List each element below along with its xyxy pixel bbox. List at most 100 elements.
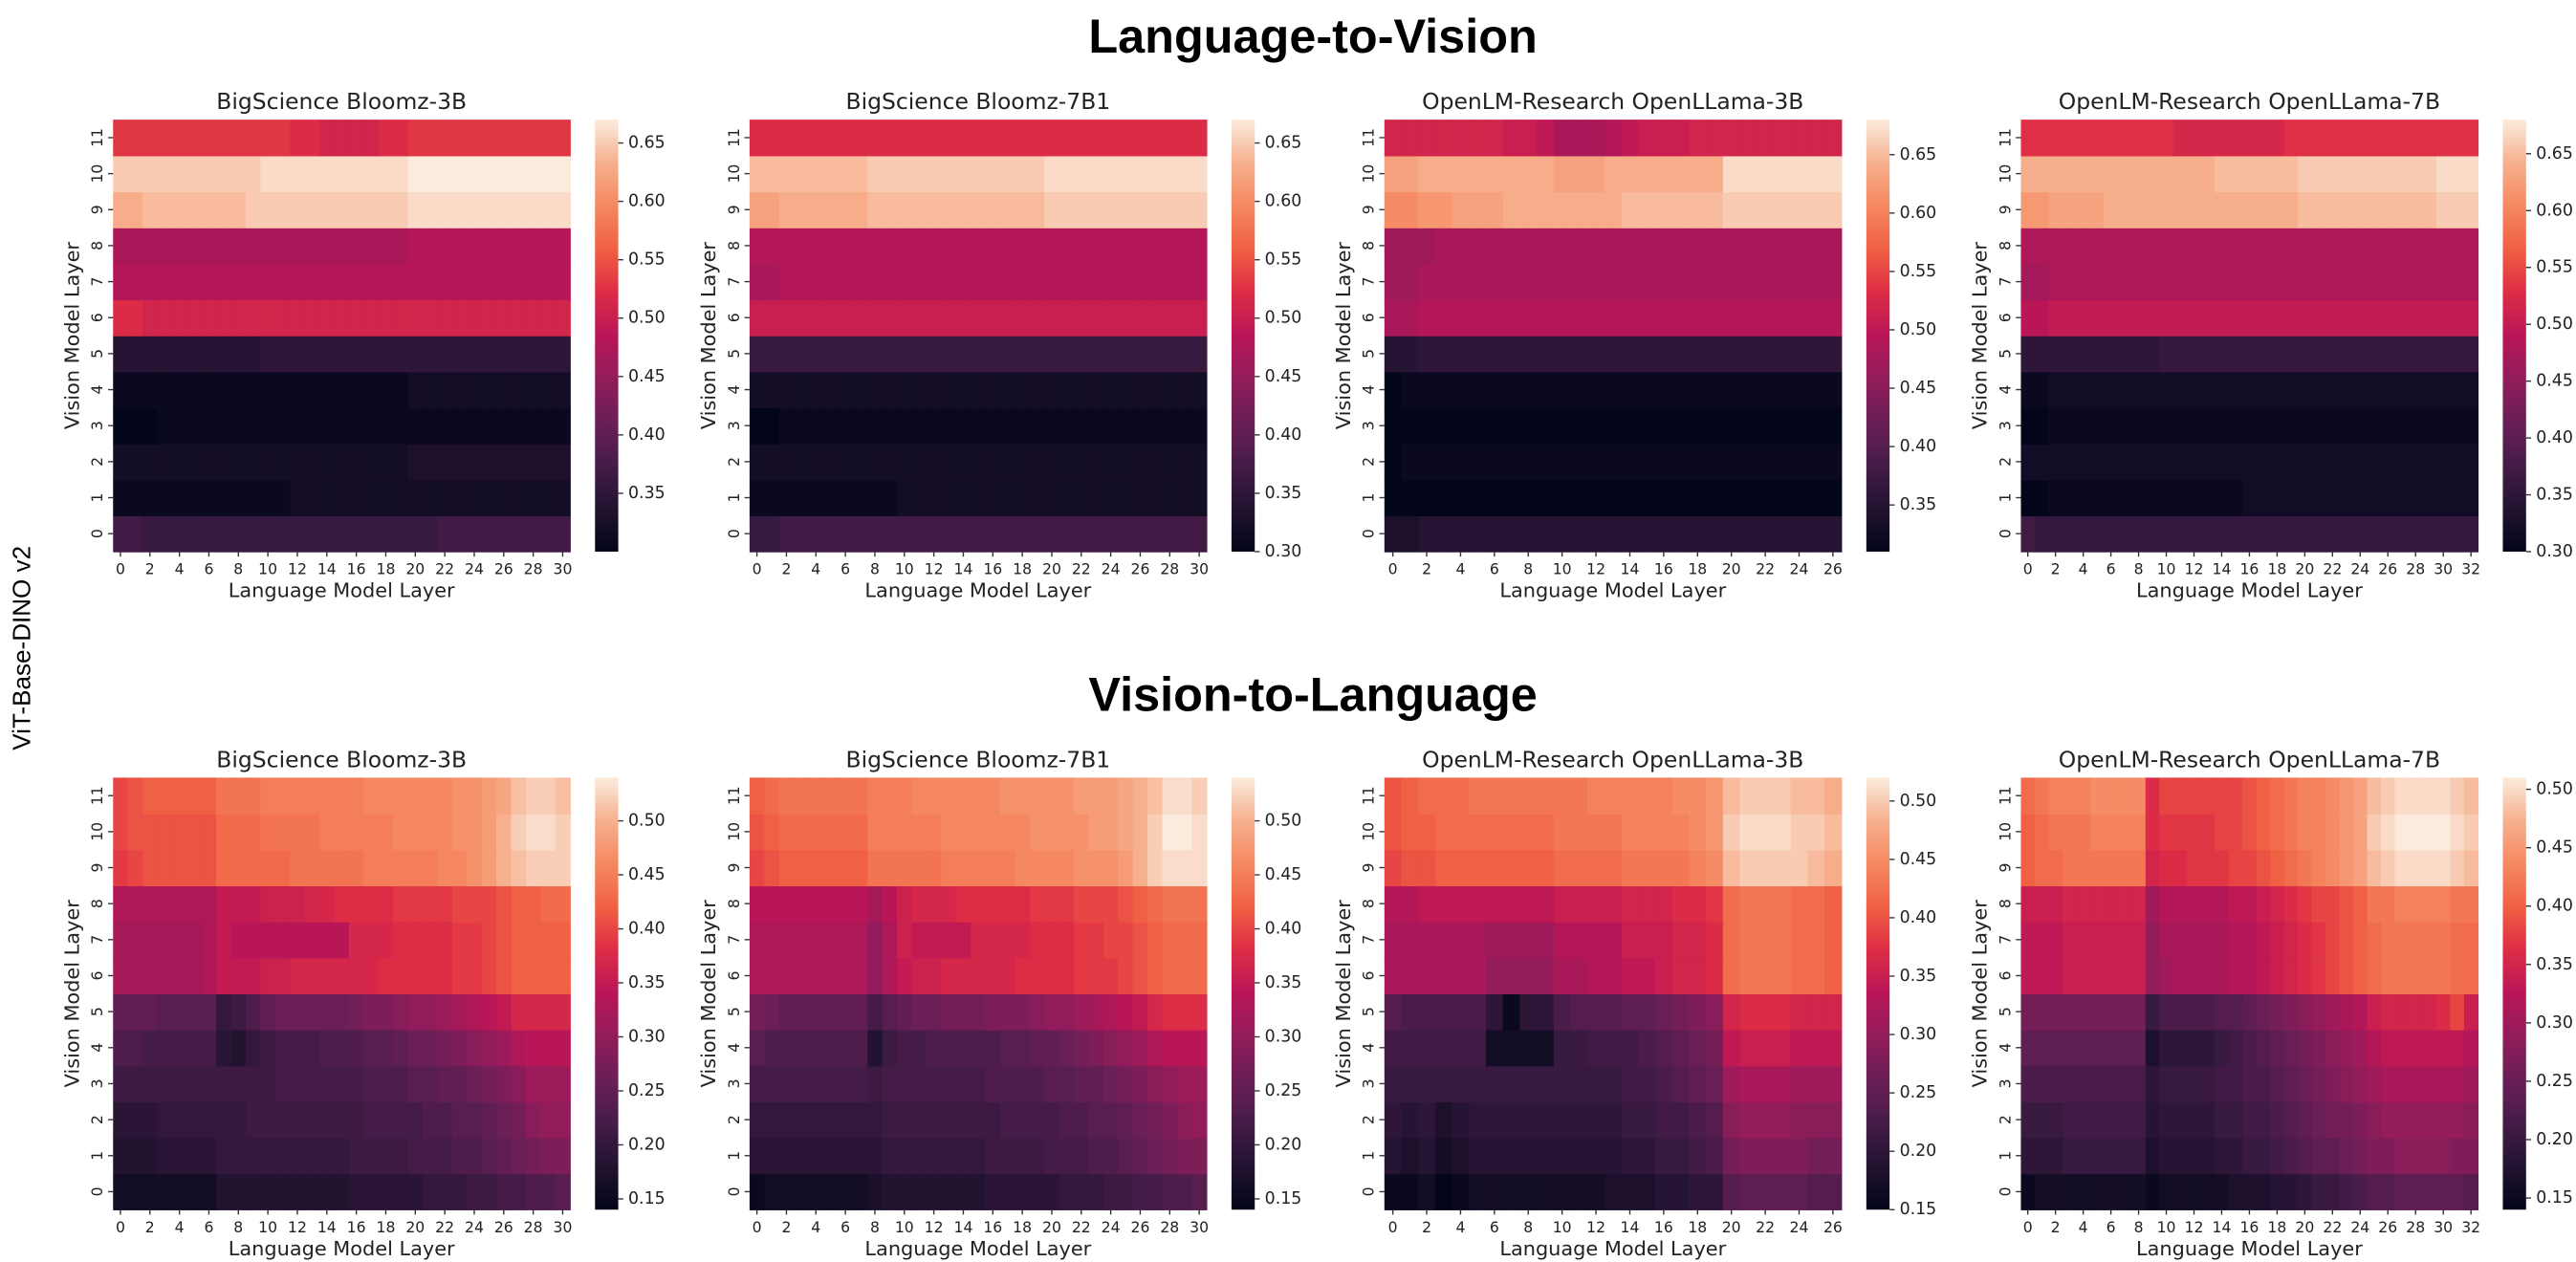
cell xyxy=(2325,1065,2341,1102)
cell xyxy=(2159,1029,2174,1067)
cell xyxy=(2215,155,2230,193)
cell xyxy=(955,191,971,228)
cell xyxy=(749,1065,766,1102)
y-tick-label: 0 xyxy=(725,529,743,538)
cell xyxy=(1452,777,1471,815)
x-tick-label: 28 xyxy=(2406,560,2425,578)
y-tick-label: 4 xyxy=(725,1043,743,1053)
cell xyxy=(1147,1029,1164,1067)
cell xyxy=(867,228,884,265)
y-tick-label: 5 xyxy=(88,1007,106,1016)
x-tick-label: 24 xyxy=(2350,560,2369,578)
cell xyxy=(1587,191,1605,228)
cell xyxy=(1689,228,1707,265)
cell xyxy=(911,957,928,995)
x-tick-label: 28 xyxy=(524,1218,543,1236)
cell xyxy=(186,479,203,517)
cell xyxy=(2283,155,2299,193)
cell xyxy=(2034,1173,2050,1210)
cell xyxy=(2020,336,2036,373)
cell xyxy=(2104,263,2119,301)
cell xyxy=(1147,1137,1164,1175)
cell xyxy=(1706,407,1724,445)
cell xyxy=(926,444,943,481)
cell xyxy=(334,336,350,373)
cell xyxy=(2298,228,2313,265)
cell xyxy=(2353,371,2369,409)
cell xyxy=(2311,228,2326,265)
cell xyxy=(378,1173,394,1210)
cell xyxy=(2450,444,2465,481)
cell xyxy=(1638,263,1656,301)
cell xyxy=(1384,849,1403,887)
cell xyxy=(2117,1029,2133,1067)
cell xyxy=(2325,1029,2341,1067)
cell xyxy=(1807,814,1825,851)
cell xyxy=(2215,922,2230,959)
y-tick-label: 3 xyxy=(1360,421,1378,430)
cell xyxy=(852,1029,868,1067)
cell xyxy=(142,957,159,995)
cell xyxy=(274,1137,291,1175)
cell xyxy=(201,371,217,409)
cell xyxy=(911,885,928,923)
cell xyxy=(246,444,262,481)
cell xyxy=(1162,228,1178,265)
cell xyxy=(1790,336,1809,373)
cell xyxy=(467,849,483,887)
cell xyxy=(113,407,129,445)
cell xyxy=(1132,371,1148,409)
cell xyxy=(216,1137,232,1175)
cell xyxy=(2020,371,2036,409)
cell xyxy=(540,1101,557,1139)
cell xyxy=(1132,228,1148,265)
cell xyxy=(1015,993,1031,1031)
cell xyxy=(1621,444,1640,481)
cell xyxy=(142,814,159,851)
cell xyxy=(2422,299,2437,337)
x-tick-label: 4 xyxy=(811,560,820,578)
cell xyxy=(941,1137,957,1175)
cell xyxy=(555,444,571,481)
cell xyxy=(822,479,840,517)
cell xyxy=(1570,1101,1588,1139)
cell xyxy=(555,885,571,923)
cell xyxy=(1739,814,1757,851)
cell xyxy=(1191,814,1208,851)
cell xyxy=(334,407,350,445)
cell xyxy=(1118,444,1134,481)
cell xyxy=(1739,191,1757,228)
x-tick-label: 20 xyxy=(2295,560,2314,578)
chart-title: BigScience Bloomz-7B1 xyxy=(845,746,1110,772)
cell xyxy=(555,120,571,157)
cell xyxy=(971,957,987,995)
x-tick-label: 8 xyxy=(233,1218,243,1236)
cell xyxy=(2325,263,2341,301)
cell xyxy=(1384,1101,1403,1139)
cell xyxy=(393,407,409,445)
cell xyxy=(511,922,527,959)
cell xyxy=(1102,263,1120,301)
cell xyxy=(1147,444,1164,481)
cell xyxy=(348,479,365,517)
cell xyxy=(1418,515,1436,553)
cell xyxy=(1739,336,1757,373)
cell xyxy=(1401,1137,1419,1175)
cell xyxy=(764,371,780,409)
cell xyxy=(2187,1101,2202,1139)
cell xyxy=(2145,885,2160,923)
cell xyxy=(290,407,306,445)
cell xyxy=(1671,957,1691,995)
cell xyxy=(348,191,365,228)
cell xyxy=(260,849,276,887)
cell xyxy=(2435,444,2452,481)
cell xyxy=(2422,191,2437,228)
cell xyxy=(290,479,306,517)
cell xyxy=(2298,191,2313,228)
cell xyxy=(1689,191,1707,228)
cell xyxy=(985,1173,1001,1210)
cell xyxy=(2270,777,2285,815)
cell xyxy=(1671,155,1691,193)
cell xyxy=(2117,1065,2133,1102)
x-tick-label: 2 xyxy=(781,1218,791,1236)
